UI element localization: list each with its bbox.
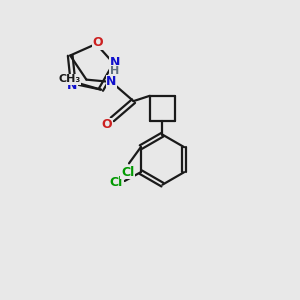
Text: O: O [102, 118, 112, 131]
Text: Cl: Cl [121, 166, 134, 179]
Text: O: O [92, 36, 103, 49]
Text: N: N [67, 79, 77, 92]
Text: CH₃: CH₃ [58, 74, 80, 84]
Text: N: N [106, 76, 117, 88]
Text: N: N [110, 56, 120, 69]
Text: H: H [110, 66, 119, 76]
Text: Cl: Cl [110, 176, 123, 189]
